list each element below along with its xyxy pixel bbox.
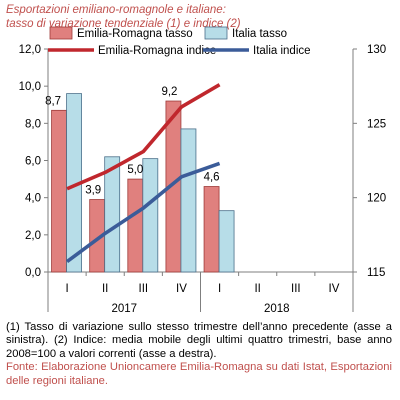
y-right-tick-label: 125 <box>367 118 386 130</box>
legend-swatch <box>204 26 228 40</box>
y-right-tick-label: 115 <box>367 267 385 279</box>
chart-footnote: (1) Tasso di variazione sullo stesso tri… <box>6 321 392 360</box>
y-right-tick-label: 130 <box>367 44 386 56</box>
chart-lines <box>65 83 221 264</box>
x-tick-label: III <box>139 283 149 295</box>
x-group-label: 2018 <box>264 303 290 315</box>
data-label: 5,0 <box>127 164 143 176</box>
data-label: 4,6 <box>204 172 220 184</box>
y-left-tick-label: 10,0 <box>19 81 41 93</box>
legend-label: Emilia-Romagna tasso <box>77 28 193 40</box>
x-tick-label: I <box>218 283 221 295</box>
x-tick-label: III <box>291 283 301 295</box>
y-left-tick-label: 8,0 <box>25 118 41 130</box>
chart-legend: Emilia-Romagna tasso Italia tasso Emilia-R… <box>48 26 311 57</box>
data-label: 9,2 <box>161 86 177 98</box>
x-tick-label: IV <box>329 283 340 295</box>
bar-italia <box>142 158 159 273</box>
bar-italia <box>180 128 197 273</box>
y-left-tick-label: 2,0 <box>25 230 41 242</box>
y-left-tick-label: 12,0 <box>19 44 41 56</box>
x-group-label: 2017 <box>111 303 137 315</box>
chart-notes: (1) Tasso di variazione sullo stesso tri… <box>6 321 392 388</box>
x-tick-label: II <box>102 283 108 295</box>
chart-title: Esportazioni emiliano-romagnole e italia… <box>6 3 396 31</box>
bar-italia <box>218 210 235 273</box>
x-tick-label: II <box>254 283 260 295</box>
data-label: 3,9 <box>85 185 101 197</box>
legend-label: Italia tasso <box>232 28 287 40</box>
legend-label: Italia indice <box>253 45 311 57</box>
y-right-tick-label: 120 <box>367 193 386 205</box>
x-tick-label: IV <box>176 283 187 295</box>
bar-emilia-romagna <box>51 109 67 273</box>
chart-title-line-1: Esportazioni emiliano-romagnole e italia… <box>6 4 226 16</box>
legend-swatch <box>49 26 73 40</box>
bar-emilia-romagna <box>127 178 144 273</box>
legend-label: Emilia-Romagna indice <box>98 45 216 57</box>
line-emilia-romagna-indice <box>66 83 221 191</box>
x-tick-label: I <box>65 283 68 295</box>
y-left-tick-label: 0,0 <box>25 267 41 279</box>
data-label: 8,7 <box>45 95 61 107</box>
chart-data-labels: 8,7 3,9 5,0 9,2 4,6 <box>45 86 220 196</box>
y-left-tick-label: 6,0 <box>25 156 41 168</box>
line-italia-indice <box>65 161 221 264</box>
chart-bars <box>51 93 235 273</box>
bar-italia <box>104 156 121 273</box>
bar-emilia-romagna <box>203 186 220 273</box>
y-left-tick-label: 4,0 <box>25 193 41 205</box>
chart-source: Fonte: Elaborazione Unioncamere Emilia-R… <box>6 361 392 387</box>
